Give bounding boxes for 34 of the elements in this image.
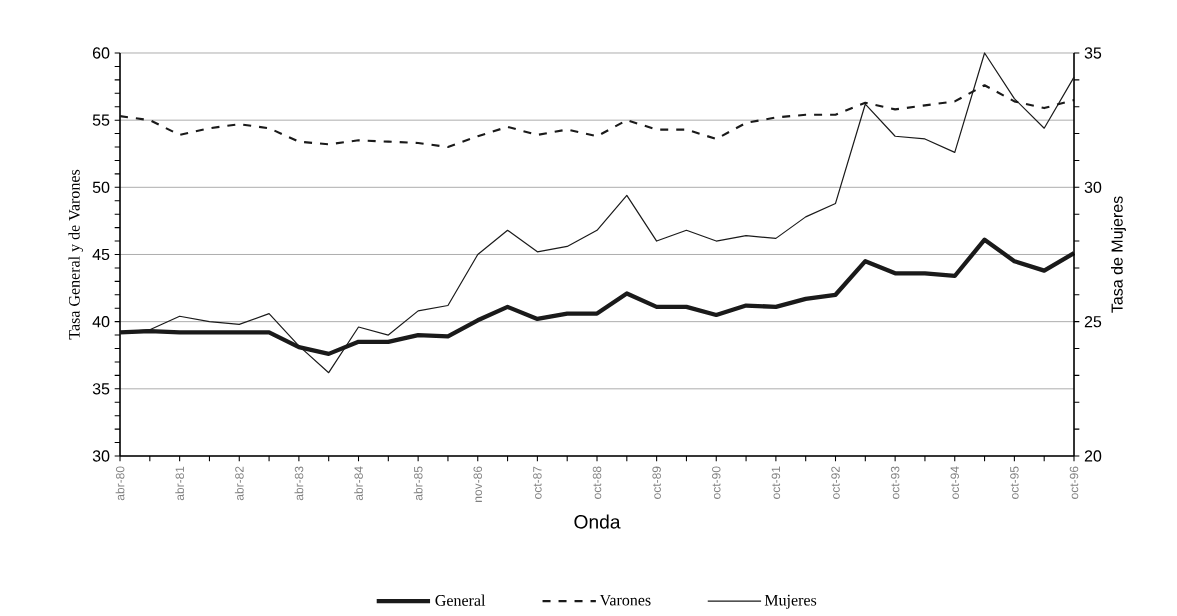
x-tick-label: abr-85 [413,466,423,501]
y-tick-label: 50 [92,181,110,193]
x-tick-label: abr-80 [115,466,125,501]
y2-tick-label: 35 [1084,47,1102,59]
x-tick-label: abr-83 [294,466,304,501]
y-tick-label: 45 [92,248,110,261]
x-tick-label: abr-81 [175,466,185,501]
x-axis-title: Onda [574,514,621,529]
y2-axis-title: Tasa de Mujeres [1111,196,1126,313]
y-tick-label: 55 [92,114,110,126]
x-tick-label: abr-82 [234,466,244,501]
x-tick-label: oct-88 [592,466,602,499]
legend-label: General [435,594,486,606]
y2-tick-label: 25 [1084,315,1102,328]
y2-tick-label: 30 [1084,181,1102,193]
x-tick-label: oct-96 [1069,466,1079,499]
y-tick-label: 60 [92,47,110,59]
y-tick-label: 30 [92,450,110,462]
x-tick-label: oct-87 [533,466,542,499]
legend-label: Mujeres [764,594,817,609]
x-tick-label: oct-91 [771,466,781,499]
x-tick-label: oct-92 [831,466,840,499]
x-tick-label: abr-84 [354,466,363,501]
x-tick-label: oct-90 [712,466,721,499]
x-tick-label: oct-93 [890,466,900,499]
y-tick-label: 35 [92,383,110,395]
y-tick-label: 40 [92,316,110,328]
x-tick-label: oct-89 [652,466,661,499]
x-tick-label: oct-95 [1010,466,1019,499]
y-axis-title: Tasa General y de Varones [68,169,84,340]
x-tick-label: nov-86 [473,466,483,502]
y2-tick-label: 20 [1084,450,1102,462]
legend-label: Varones [599,594,651,606]
x-tick-label: oct-94 [950,466,960,499]
